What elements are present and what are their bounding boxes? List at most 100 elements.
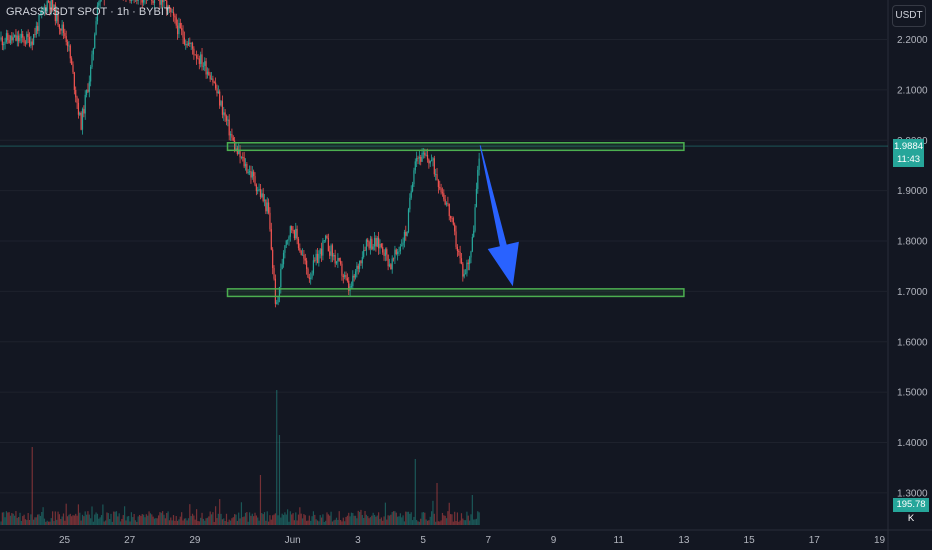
candle-body: [401, 245, 403, 247]
candle-body: [406, 231, 408, 236]
time-tick-label: 5: [420, 535, 426, 546]
candle-body: [265, 199, 267, 212]
volume-bar: [88, 514, 90, 525]
candle-body: [383, 252, 385, 256]
candle-body: [462, 263, 464, 277]
volume-bar: [179, 516, 181, 525]
candle-body: [22, 34, 24, 38]
candle-body: [334, 255, 336, 264]
volume-bar: [30, 514, 32, 525]
candle-body: [367, 239, 369, 243]
candle-body: [160, 0, 162, 5]
candle-body: [200, 54, 202, 64]
volume-bar: [212, 512, 214, 525]
candle-body: [80, 112, 82, 130]
volume-bar: [382, 520, 384, 525]
candle-body: [60, 28, 62, 31]
volume-bar: [8, 512, 10, 525]
volume-bar: [170, 517, 172, 525]
candle-body: [231, 133, 233, 138]
candle-body: [297, 238, 300, 249]
volume-bar: [239, 518, 241, 525]
volume-bar: [470, 514, 472, 525]
price-tick-label: 1.7000: [897, 287, 928, 298]
candle-body: [137, 0, 139, 1]
volume-bar: [265, 520, 267, 525]
volume-bar: [128, 516, 130, 525]
candle-body: [318, 253, 320, 264]
horizontal-zone: [226, 142, 685, 152]
volume-bar: [186, 520, 188, 525]
candle-body: [26, 34, 28, 44]
candle-body: [163, 0, 165, 3]
volume-bar: [342, 517, 344, 525]
candle-body: [436, 174, 438, 181]
candle-body: [312, 260, 315, 274]
candle-body: [43, 7, 46, 10]
volume-bar: [109, 519, 111, 525]
volume-bar: [201, 512, 203, 525]
candle-body: [236, 148, 238, 155]
candle-body: [83, 109, 85, 114]
volume-bar: [261, 512, 263, 525]
volume-bar: [31, 447, 33, 525]
candle-body: [276, 302, 278, 304]
volume-bar: [304, 515, 306, 525]
candle-body: [344, 275, 346, 277]
candle-body: [311, 273, 313, 278]
candle-body: [354, 271, 357, 278]
candle-body: [413, 170, 415, 185]
volume-bar: [448, 502, 450, 525]
volume-bar: [454, 511, 456, 525]
time-tick-label: 27: [124, 535, 136, 546]
volume-bar: [244, 512, 247, 525]
volume-bar: [327, 514, 329, 525]
volume-bar: [250, 515, 252, 525]
volume-bar: [447, 511, 449, 525]
candle-body: [270, 229, 272, 250]
candle-body: [425, 154, 427, 156]
volume-bar: [71, 516, 73, 525]
volume-bar: [219, 499, 221, 525]
volume-bar: [85, 514, 88, 525]
volume-bar: [391, 512, 393, 525]
candle-body: [420, 156, 422, 162]
volume-bar: [5, 511, 8, 525]
volume-bar: [157, 515, 160, 525]
volume-bar: [155, 518, 157, 525]
volume-bar: [318, 521, 320, 525]
symbol-title: GRASSUSDT SPOT · 1h · BYBIT: [6, 6, 171, 18]
volume-bar: [315, 519, 317, 525]
candle-body: [215, 82, 217, 89]
volume-bar: [266, 511, 268, 525]
volume-bar: [394, 511, 396, 525]
volume-bar: [300, 513, 302, 525]
volume-bar: [407, 511, 410, 525]
candle-body: [141, 0, 143, 3]
candle-body: [320, 248, 323, 256]
candle-body: [198, 58, 200, 64]
volume-bar: [330, 511, 332, 525]
volume-bar: [455, 521, 457, 525]
volume-bar: [46, 520, 48, 525]
candle-body: [433, 158, 435, 175]
volume-bar: [477, 511, 479, 525]
volume-bar: [282, 514, 285, 525]
volume-bar: [248, 512, 251, 525]
volume-bar: [269, 515, 271, 525]
volume-bar: [368, 518, 370, 525]
candle-body: [220, 101, 222, 106]
candle-body: [238, 149, 240, 155]
currency-button[interactable]: USDT: [892, 5, 926, 27]
candle-body: [303, 254, 305, 259]
candle-body: [79, 112, 81, 115]
volume-bar: [52, 511, 54, 525]
candle-body: [477, 169, 479, 189]
candle-body: [219, 91, 221, 106]
volume-bar: [354, 515, 357, 525]
volume-bar: [399, 513, 401, 525]
candle-body: [191, 43, 194, 49]
volume-bar: [167, 511, 169, 525]
candle-body: [269, 212, 271, 230]
